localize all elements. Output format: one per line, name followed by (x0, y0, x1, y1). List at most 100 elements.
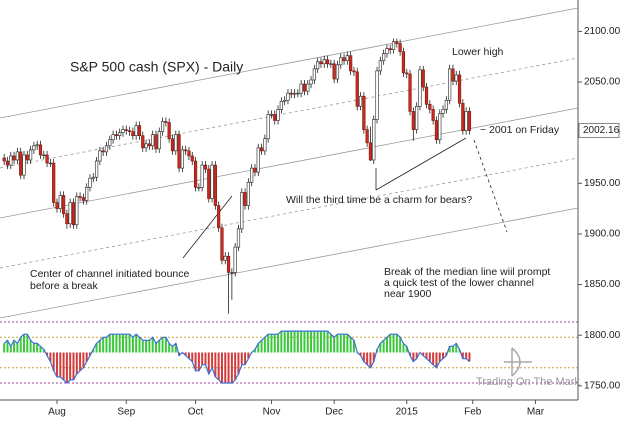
oscillator-bar (98, 340, 101, 353)
oscillator-bar (267, 334, 270, 353)
candle-body (457, 74, 462, 104)
candle-body (223, 255, 227, 261)
oscillator-bar (32, 343, 35, 353)
candle-body (124, 129, 128, 131)
candle-body (375, 70, 379, 120)
x-tick-label: Mar (527, 407, 545, 418)
candle-body (316, 61, 320, 70)
oscillator-bar (29, 340, 32, 353)
candle-body (309, 79, 313, 85)
oscillator-line (3, 330, 470, 384)
candle-body (391, 41, 396, 50)
candle-body (42, 154, 46, 157)
candle-body (55, 202, 59, 209)
candle-body (121, 129, 125, 133)
candle-body (415, 106, 419, 130)
candle-body (322, 59, 326, 65)
channel-line (0, 107, 579, 219)
candle-body (421, 69, 425, 88)
candle-body (345, 55, 349, 62)
oscillator-bar (234, 352, 237, 380)
oscillator-bar (9, 346, 12, 353)
annotation: Break of the median line wiil prompt (384, 266, 550, 278)
candle-body (335, 64, 340, 80)
oscillator-bar (448, 346, 451, 353)
annotation-line (182, 195, 233, 259)
oscillator-bar (125, 334, 128, 353)
oscillator-bar (184, 352, 187, 356)
oscillator-bar (451, 346, 454, 353)
oscillator-bar (69, 352, 72, 380)
candle-body (203, 164, 208, 170)
oscillator-bar (336, 334, 339, 353)
y-tick-label: 2100.00 (584, 26, 620, 37)
candle-body (405, 72, 409, 75)
candle-body (236, 228, 241, 248)
oscillator-bar (405, 346, 408, 353)
oscillator-bar (402, 343, 405, 353)
channel-line (0, 207, 579, 319)
candle-body (431, 109, 435, 121)
oscillator-bar (164, 337, 167, 353)
candle-body (302, 83, 307, 92)
candle-body (35, 144, 39, 147)
oscillator-bar (349, 337, 352, 353)
candle-body (332, 63, 336, 80)
candle-body (362, 95, 366, 130)
candle-body (187, 150, 191, 157)
oscillator-bar (366, 352, 369, 365)
oscillator-bar (128, 334, 131, 353)
oscillator-bar (290, 331, 293, 353)
candle-body (269, 114, 274, 116)
x-tick-label: Oct (188, 407, 204, 418)
oscillator-bar (359, 352, 362, 356)
oscillator-bar (92, 349, 95, 353)
candle-body (213, 164, 217, 206)
oscillator-bar (468, 352, 471, 362)
candle-body (349, 55, 353, 72)
annotation-line (473, 139, 508, 233)
candle-body (418, 69, 422, 107)
oscillator-bar (392, 334, 395, 353)
candle-body (71, 202, 76, 226)
candle-body (101, 150, 105, 153)
candle-body (226, 255, 231, 273)
candle-body (12, 155, 16, 161)
oscillator-bar (121, 334, 124, 353)
candle-body (61, 195, 66, 214)
annotation: near 1900 (384, 288, 431, 300)
candle-body (160, 121, 165, 132)
candle-body (428, 104, 432, 110)
candle-body (2, 157, 6, 162)
oscillator-bar (323, 331, 326, 353)
candle-body (243, 192, 247, 206)
candle-body (319, 61, 323, 65)
candle-body (151, 134, 155, 147)
oscillator-bar (244, 352, 247, 365)
oscillator-bar (389, 334, 392, 353)
oscillator-bar (6, 340, 9, 353)
x-tick-label: Sep (117, 407, 135, 418)
oscillator-bar (88, 352, 91, 356)
oscillator-bar (319, 331, 322, 353)
oscillator-bar (435, 352, 438, 368)
candle-body (256, 147, 260, 173)
oscillator-bar (102, 337, 105, 353)
y-tick-label: 1850.00 (584, 279, 620, 290)
oscillator-bar (224, 352, 227, 383)
candle-body (210, 164, 214, 199)
oscillator-bar (346, 334, 349, 353)
oscillator-bar (438, 352, 441, 362)
candle-body (154, 134, 158, 150)
last-price-label: 2002.16 (583, 125, 620, 136)
x-tick-label: Aug (48, 407, 66, 418)
oscillator-bar (13, 340, 16, 353)
candle-body (200, 164, 204, 188)
oscillator-bar (313, 331, 316, 353)
candle-body (91, 176, 95, 179)
oscillator-bar (432, 352, 435, 365)
oscillator-bar (49, 352, 52, 362)
candle-body (368, 142, 373, 161)
oscillator-bar (362, 352, 365, 362)
